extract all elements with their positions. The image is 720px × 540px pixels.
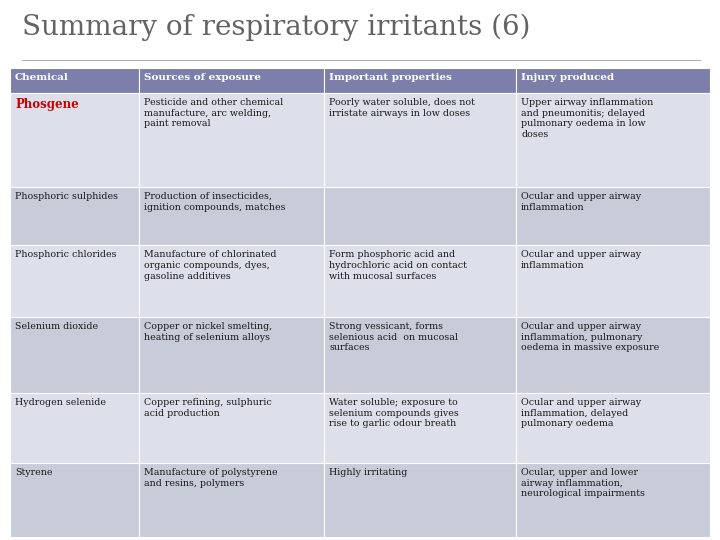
Text: Phosphoric chlorides: Phosphoric chlorides [15,250,117,259]
Text: Ocular and upper airway
inflammation: Ocular and upper airway inflammation [521,192,641,212]
Text: Poorly water soluble, does not
irristate airways in low doses: Poorly water soluble, does not irristate… [329,98,475,118]
Text: Highly irritating: Highly irritating [329,468,408,477]
Text: Ocular and upper airway
inflammation, delayed
pulmonary oedema: Ocular and upper airway inflammation, de… [521,398,641,429]
Text: Important properties: Important properties [329,73,452,82]
Text: Summary of respiratory irritants (6): Summary of respiratory irritants (6) [22,14,531,42]
Text: Manufacture of chlorinated
organic compounds, dyes,
gasoline additives: Manufacture of chlorinated organic compo… [144,250,276,280]
Text: Phosphoric sulphides: Phosphoric sulphides [15,192,118,201]
Text: Styrene: Styrene [15,468,53,477]
Text: Hydrogen selenide: Hydrogen selenide [15,398,106,407]
Text: Phosgene: Phosgene [15,98,78,111]
Text: Pesticide and other chemical
manufacture, arc welding,
paint removal: Pesticide and other chemical manufacture… [144,98,283,129]
Text: Injury produced: Injury produced [521,73,614,82]
Text: Strong vessicant, forms
selenious acid  on mucosal
surfaces: Strong vessicant, forms selenious acid o… [329,322,458,353]
Text: Ocular and upper airway
inflammation, pulmonary
oedema in massive exposure: Ocular and upper airway inflammation, pu… [521,322,660,353]
Text: Manufacture of polystyrene
and resins, polymers: Manufacture of polystyrene and resins, p… [144,468,278,488]
Text: Copper refining, sulphuric
acid production: Copper refining, sulphuric acid producti… [144,398,271,418]
Text: Upper airway inflammation
and pneumonitis; delayed
pulmonary oedema in low
doses: Upper airway inflammation and pneumoniti… [521,98,653,139]
Text: Copper or nickel smelting,
heating of selenium alloys: Copper or nickel smelting, heating of se… [144,322,272,342]
Text: Form phosphoric acid and
hydrochloric acid on contact
with mucosal surfaces: Form phosphoric acid and hydrochloric ac… [329,250,467,280]
Text: Water soluble; exposure to
selenium compounds gives
rise to garlic odour breath: Water soluble; exposure to selenium comp… [329,398,459,429]
Text: Ocular and upper airway
inflammation: Ocular and upper airway inflammation [521,250,641,270]
Text: Production of insecticides,
ignition compounds, matches: Production of insecticides, ignition com… [144,192,286,212]
Text: Selenium dioxide: Selenium dioxide [15,322,98,331]
Text: Chemical: Chemical [15,73,68,82]
Text: Ocular, upper and lower
airway inflammation,
neurological impairments: Ocular, upper and lower airway inflammat… [521,468,645,498]
Text: Sources of exposure: Sources of exposure [144,73,261,82]
